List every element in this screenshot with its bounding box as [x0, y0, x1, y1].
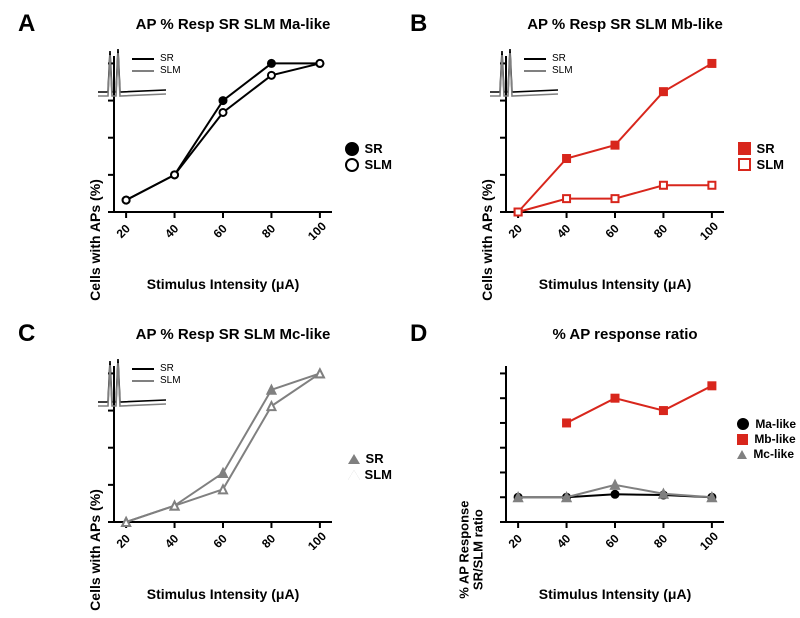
panel-C-legend: SR SLM: [348, 450, 392, 483]
panel-B-legend: SR SLM: [738, 140, 784, 173]
panel-D-ylabel-text: % AP ResponseSR/SLM ratio: [457, 501, 484, 599]
inset-legend-item: SR: [132, 363, 181, 374]
inset-legend-item: SLM: [524, 65, 573, 76]
svg-text:80: 80: [651, 531, 671, 550]
svg-text:60: 60: [210, 531, 230, 550]
legend-item: SR: [738, 141, 784, 156]
svg-text:100: 100: [697, 219, 721, 240]
panel-A-legend: SR SLM: [345, 140, 392, 173]
panel-label-C: C: [18, 320, 35, 348]
panel-B-inset: SR SLM: [488, 46, 570, 104]
inset-legend-item: SLM: [132, 65, 181, 76]
panel-C-xlabel: Stimulus Intensity (μA): [108, 586, 338, 602]
legend-item: Ma-like: [737, 417, 796, 431]
legend-item: SLM: [738, 157, 784, 172]
inset-legend-item: SR: [132, 53, 181, 64]
panel-A-title: AP % Resp SR SLM Ma-like: [108, 16, 358, 33]
svg-text:80: 80: [259, 531, 279, 550]
panel-C: C AP % Resp SR SLM Mc-like 2040608010002…: [18, 320, 398, 610]
legend-item: SR: [348, 451, 392, 466]
panel-label-A: A: [18, 10, 35, 38]
legend-item: SLM: [348, 467, 392, 482]
panel-label-D: D: [410, 320, 427, 348]
svg-text:60: 60: [602, 531, 622, 550]
legend-item: SLM: [345, 157, 392, 172]
panel-D: D % AP response ratio 204060801000123456…: [410, 320, 790, 610]
panel-label-B: B: [410, 10, 427, 38]
panel-D-title: % AP response ratio: [500, 326, 750, 343]
panel-C-inset: SR SLM: [96, 356, 178, 414]
legend-item: Mb-like: [737, 432, 796, 446]
panel-B-title: AP % Resp SR SLM Mb-like: [500, 16, 750, 33]
svg-text:80: 80: [651, 221, 671, 240]
panel-D-legend: Ma-like Mb-like Mc-like: [737, 416, 796, 462]
panel-D-xlabel: Stimulus Intensity (μA): [500, 586, 730, 602]
svg-text:100: 100: [305, 529, 329, 550]
panel-A: A AP % Resp SR SLM Ma-like 2040608010002…: [18, 10, 398, 300]
svg-text:40: 40: [554, 531, 574, 550]
panel-A-inset: SR SLM: [96, 46, 178, 104]
svg-text:100: 100: [697, 529, 721, 550]
panel-B: B AP % Resp SR SLM Mb-like 2040608010002…: [410, 10, 790, 300]
svg-text:60: 60: [602, 221, 622, 240]
svg-text:80: 80: [259, 221, 279, 240]
panel-D-ylabel: % AP ResponseSR/SLM ratio: [438, 360, 536, 550]
legend-item: SR: [345, 141, 392, 156]
panel-C-title: AP % Resp SR SLM Mc-like: [108, 326, 358, 343]
panel-A-xlabel: Stimulus Intensity (μA): [108, 276, 338, 292]
svg-text:100: 100: [305, 219, 329, 240]
inset-legend-item: SLM: [132, 375, 181, 386]
panel-B-xlabel: Stimulus Intensity (μA): [500, 276, 730, 292]
legend-item: Mc-like: [737, 447, 796, 461]
svg-text:60: 60: [210, 221, 230, 240]
figure-root: A AP % Resp SR SLM Ma-like 2040608010002…: [0, 0, 800, 618]
inset-legend-item: SR: [524, 53, 573, 64]
